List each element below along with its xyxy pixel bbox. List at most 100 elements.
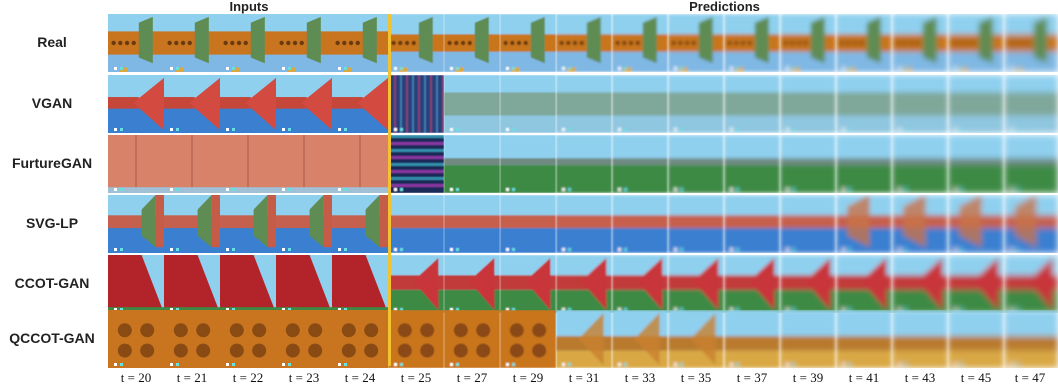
frame-thumbnail	[276, 195, 332, 253]
frame-thumbnail	[332, 310, 388, 368]
frame-thumbnail	[556, 135, 612, 193]
row-label: QCCOT-GAN	[9, 330, 95, 346]
frame-thumbnail	[276, 310, 332, 368]
time-label: t = 29	[512, 370, 544, 385]
frame-thumbnail	[668, 195, 724, 253]
frame-thumbnail	[220, 75, 276, 133]
frame-thumbnail	[724, 135, 780, 193]
input-prediction-divider	[388, 14, 391, 366]
frame-thumbnail	[724, 310, 780, 368]
frame-thumbnail	[332, 255, 388, 313]
frame-thumbnail	[388, 255, 444, 313]
frame-thumbnail	[276, 135, 332, 193]
frame-thumbnail	[668, 75, 724, 133]
time-label: t = 25	[400, 370, 432, 385]
frame-thumbnail	[220, 135, 276, 193]
frame-thumbnail	[724, 14, 780, 72]
frame-thumbnail	[164, 135, 220, 193]
frame-thumbnail	[780, 135, 836, 193]
inputs-header: Inputs	[229, 0, 269, 14]
frame-thumbnail	[164, 14, 220, 72]
time-label: t = 39	[792, 370, 824, 385]
frame-thumbnail	[108, 195, 164, 253]
frame-thumbnail	[500, 135, 556, 193]
frame-thumbnail	[500, 75, 556, 133]
frame-thumbnail	[892, 14, 948, 72]
frame-thumbnail	[948, 255, 1004, 313]
frame-thumbnail	[948, 75, 1004, 133]
frame-thumbnail	[836, 75, 892, 133]
frame-strip	[108, 135, 1058, 193]
frame-thumbnail	[1004, 195, 1058, 253]
frame-thumbnail	[556, 310, 612, 368]
frame-thumbnail	[1004, 75, 1058, 133]
frame-thumbnail	[892, 135, 948, 193]
frame-thumbnail	[276, 14, 332, 72]
frame-thumbnail	[836, 310, 892, 368]
frame-thumbnail	[780, 255, 836, 313]
row-label: Real	[37, 34, 67, 50]
frame-thumbnail	[836, 195, 892, 253]
time-label: t = 37	[736, 370, 768, 385]
frame-thumbnail	[948, 14, 1004, 72]
frame-thumbnail	[780, 310, 836, 368]
frame-thumbnail	[948, 195, 1004, 253]
frame-thumbnail	[836, 14, 892, 72]
frame-thumbnail	[444, 310, 500, 368]
frame-thumbnail	[220, 14, 276, 72]
time-label: t = 23	[288, 370, 320, 385]
time-label: t = 33	[624, 370, 656, 385]
frame-thumbnail	[948, 310, 1004, 368]
time-label: t = 27	[456, 370, 488, 385]
frame-thumbnail	[836, 135, 892, 193]
frame-strip	[108, 310, 1058, 368]
frame-thumbnail	[388, 310, 444, 368]
frame-thumbnail	[388, 135, 444, 193]
frame-thumbnail	[388, 14, 444, 72]
frame-thumbnail	[612, 135, 668, 193]
time-label: t = 31	[568, 370, 600, 385]
frame-thumbnail	[892, 75, 948, 133]
frame-thumbnail	[612, 310, 668, 368]
frame-thumbnail	[108, 255, 164, 313]
frame-thumbnail	[780, 14, 836, 72]
frame-strip	[108, 75, 1058, 133]
frame-thumbnail	[668, 135, 724, 193]
frame-thumbnail	[444, 135, 500, 193]
row-label: CCOT-GAN	[14, 275, 90, 291]
frame-strip	[108, 255, 1058, 313]
frame-thumbnail	[780, 195, 836, 253]
time-label: t = 21	[176, 370, 208, 385]
frame-thumbnail	[164, 195, 220, 253]
frame-thumbnail	[724, 195, 780, 253]
time-label: t = 35	[680, 370, 712, 385]
frame-thumbnail	[948, 135, 1004, 193]
frame-thumbnail	[108, 75, 164, 133]
frame-strip	[108, 195, 1058, 253]
frame-thumbnail	[892, 195, 948, 253]
frame-thumbnail	[500, 14, 556, 72]
time-label: t = 22	[232, 370, 264, 385]
frame-thumbnail	[892, 255, 948, 313]
frame-thumbnail	[556, 75, 612, 133]
frame-thumbnail	[388, 75, 444, 133]
time-label: t = 24	[344, 370, 376, 385]
frame-thumbnail	[724, 255, 780, 313]
frame-thumbnail	[332, 75, 388, 133]
frame-thumbnail	[276, 75, 332, 133]
frame-thumbnail	[612, 255, 668, 313]
frame-thumbnail	[612, 195, 668, 253]
frame-thumbnail	[444, 195, 500, 253]
row-label: VGAN	[31, 95, 73, 111]
frame-thumbnail	[556, 195, 612, 253]
frame-thumbnail	[220, 255, 276, 313]
frame-thumbnail	[108, 135, 164, 193]
frame-thumbnail	[836, 255, 892, 313]
frame-thumbnail	[1004, 310, 1058, 368]
frame-thumbnail	[668, 255, 724, 313]
frame-thumbnail	[612, 75, 668, 133]
frame-thumbnail	[108, 310, 164, 368]
frame-thumbnail	[164, 75, 220, 133]
frame-thumbnail	[892, 310, 948, 368]
frame-thumbnail	[220, 195, 276, 253]
